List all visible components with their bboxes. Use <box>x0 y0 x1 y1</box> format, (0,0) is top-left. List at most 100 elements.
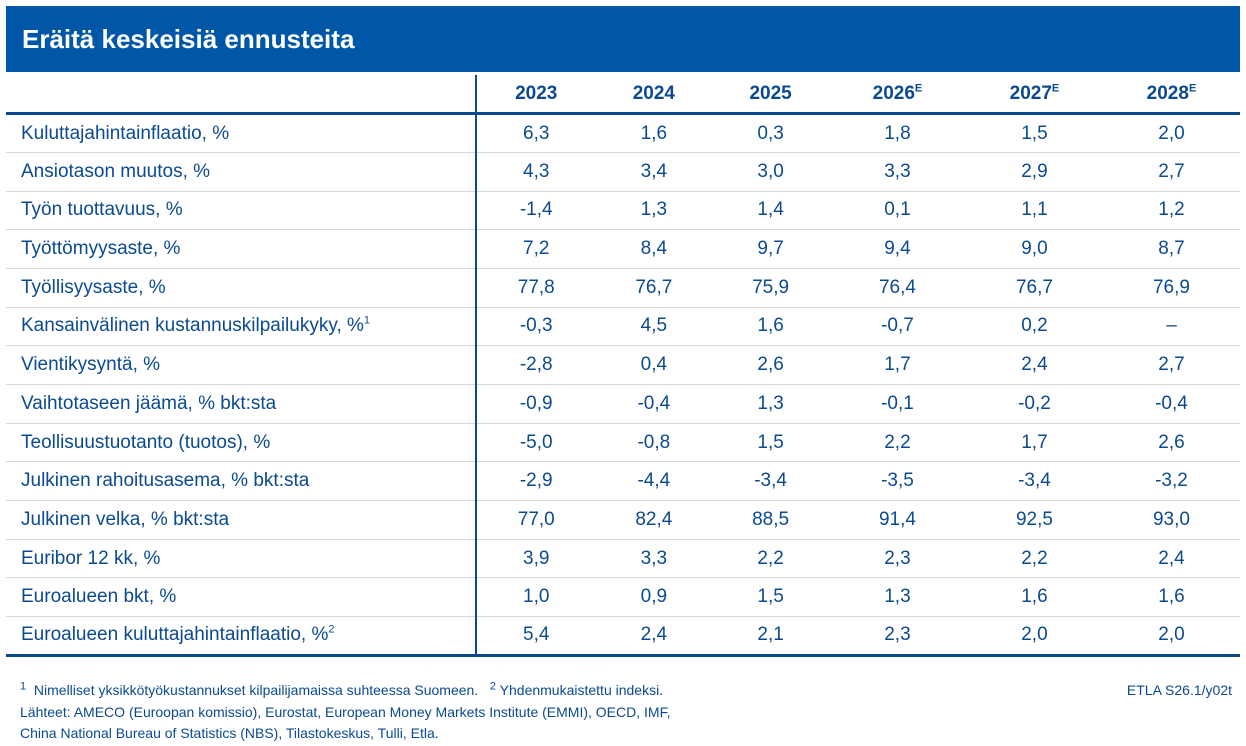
footnotes: 1 Nimelliset yksikkötyökustannukset kilp… <box>20 680 664 698</box>
row-label-text: Julkinen velka, % bkt:sta <box>21 508 230 530</box>
row-label: Julkinen velka, % bkt:sta <box>6 500 477 540</box>
row-label: Kuluttajahintainflaatio, % <box>6 113 477 153</box>
value-cell: 0,9 <box>595 577 713 618</box>
value-cell: 2,3 <box>828 539 966 579</box>
value-cell: 0,3 <box>712 113 829 153</box>
row-label: Työn tuottavuus, % <box>6 191 477 231</box>
value-cell: 2,9 <box>965 152 1103 192</box>
value-cell: 2,7 <box>1102 345 1240 385</box>
year: 2025 <box>749 82 792 104</box>
value-cell: -2,9 <box>476 461 596 502</box>
value-cell: 3,3 <box>828 152 966 192</box>
value-cell: 5,4 <box>476 616 596 657</box>
year-header: 2024 <box>595 75 713 116</box>
value-cell: 1,7 <box>828 345 966 385</box>
value-cell: 76,9 <box>1102 268 1240 308</box>
year: 2024 <box>632 82 675 104</box>
value-cell: -0,8 <box>595 423 713 463</box>
value-cell: -4,4 <box>595 461 713 502</box>
row-label-text: Työn tuottavuus, % <box>21 199 183 221</box>
row-label: Työttömyysaste, % <box>6 229 477 269</box>
row-label-text: Kuluttajahintainflaatio, % <box>21 122 230 144</box>
year: 2026 <box>872 82 915 104</box>
value-cell: 92,5 <box>965 500 1103 540</box>
table-row: Teollisuustuotanto (tuotos), % -5,0 -0,8 1,… <box>6 423 1240 463</box>
row-label-text: Työllisyysaste, % <box>21 276 166 298</box>
value-cell: 9,4 <box>828 229 966 269</box>
row-label: Vaihtotaseen jäämä, % bkt:sta <box>6 384 477 424</box>
value-cell: -0,4 <box>1102 384 1240 424</box>
header-row: 2023 2024 2025 2026E 2027E 2028E <box>6 75 1240 116</box>
value-cell: 93,0 <box>1102 500 1240 540</box>
table-row: Euroalueen bkt, % 1,0 0,9 1,5 1,3 1,6 1,6 <box>6 577 1240 618</box>
row-label: Kansainvälinen kustannuskilpailukyky, %1 <box>6 307 477 347</box>
value-cell: 2,2 <box>828 423 966 463</box>
estimate-mark: E <box>914 82 923 95</box>
footnote-2: Yhdenmukaistettu indeksi. <box>499 682 664 698</box>
value-cell: 3,3 <box>595 539 713 579</box>
value-cell: 1,6 <box>965 577 1103 618</box>
value-cell: -3,4 <box>965 461 1103 502</box>
row-label: Euroalueen kuluttajahintainflaatio, %2 <box>6 616 477 657</box>
table-row: Euribor 12 kk, % 3,9 3,3 2,2 2,3 2,2 2,4 <box>6 539 1240 579</box>
value-cell: -2,8 <box>476 345 596 385</box>
year: 2028 <box>1146 82 1189 104</box>
row-label: Euribor 12 kk, % <box>6 539 477 579</box>
value-cell: 77,8 <box>476 268 596 308</box>
value-cell: 7,2 <box>476 229 596 269</box>
value-cell: 1,1 <box>965 191 1103 231</box>
row-label: Teollisuustuotanto (tuotos), % <box>6 423 477 463</box>
row-label: Vientikysyntä, % <box>6 345 477 385</box>
value-cell: 1,2 <box>1102 191 1240 231</box>
value-cell: -0,1 <box>828 384 966 424</box>
value-cell: 88,5 <box>712 500 829 540</box>
table-row: Vientikysyntä, % -2,8 0,4 2,6 1,7 2,4 2,7 <box>6 345 1240 385</box>
value-cell: 2,7 <box>1102 152 1240 192</box>
value-cell: 1,7 <box>965 423 1103 463</box>
value-cell: -3,2 <box>1102 461 1240 502</box>
row-label-text: Vientikysyntä, % <box>21 354 161 376</box>
value-cell: 77,0 <box>476 500 596 540</box>
table-row: Julkinen velka, % bkt:sta 77,0 82,4 88,5 91,… <box>6 500 1240 540</box>
value-cell: 1,3 <box>828 577 966 618</box>
value-cell: 76,7 <box>965 268 1103 308</box>
year-header: 2025 <box>712 75 829 116</box>
estimate-mark: E <box>1188 82 1197 95</box>
row-label-text: Euribor 12 kk, % <box>21 547 161 569</box>
value-cell: 1,6 <box>712 307 829 347</box>
row-label: Työllisyysaste, % <box>6 268 477 308</box>
value-cell: 76,7 <box>595 268 713 308</box>
year: 2027 <box>1009 82 1052 104</box>
year-header: 2028E <box>1102 75 1240 116</box>
row-label-text: Teollisuustuotanto (tuotos), % <box>21 431 271 453</box>
estimate-mark: E <box>1051 82 1060 95</box>
value-cell: 2,6 <box>1102 423 1240 463</box>
footnote-1-mark: 1 <box>20 680 27 693</box>
row-label: Euroalueen bkt, % <box>6 577 477 618</box>
value-cell: 2,0 <box>965 616 1103 657</box>
value-cell: 9,0 <box>965 229 1103 269</box>
value-cell: 2,2 <box>712 539 829 579</box>
value-cell: 2,2 <box>965 539 1103 579</box>
sources-line-2: China National Bureau of Statistics (NBS… <box>20 725 439 741</box>
table-row: Työttömyysaste, % 7,2 8,4 9,7 9,4 9,0 8,7 <box>6 229 1240 269</box>
value-cell: 91,4 <box>828 500 966 540</box>
value-cell: 75,9 <box>712 268 829 308</box>
value-cell: 1,0 <box>476 577 596 618</box>
value-cell: -0,7 <box>828 307 966 347</box>
row-label-text: Julkinen rahoitusasema, % bkt:sta <box>21 470 310 492</box>
row-label-text: Työttömyysaste, % <box>21 238 181 260</box>
value-cell: -0,2 <box>965 384 1103 424</box>
table-row: Julkinen rahoitusasema, % bkt:sta -2,9 -4,… <box>6 461 1240 502</box>
value-cell: 3,9 <box>476 539 596 579</box>
value-cell: 8,7 <box>1102 229 1240 269</box>
value-cell: 2,4 <box>595 616 713 657</box>
value-cell: 82,4 <box>595 500 713 540</box>
value-cell: 1,8 <box>828 113 966 153</box>
value-cell: 1,6 <box>1102 577 1240 618</box>
value-cell: 1,6 <box>595 113 713 153</box>
table-row: Työn tuottavuus, % -1,4 1,3 1,4 0,1 1,1 1,2 <box>6 191 1240 231</box>
value-cell: -1,4 <box>476 191 596 231</box>
footnote-ref: 1 <box>363 315 371 328</box>
value-cell: 2,0 <box>1102 616 1240 657</box>
